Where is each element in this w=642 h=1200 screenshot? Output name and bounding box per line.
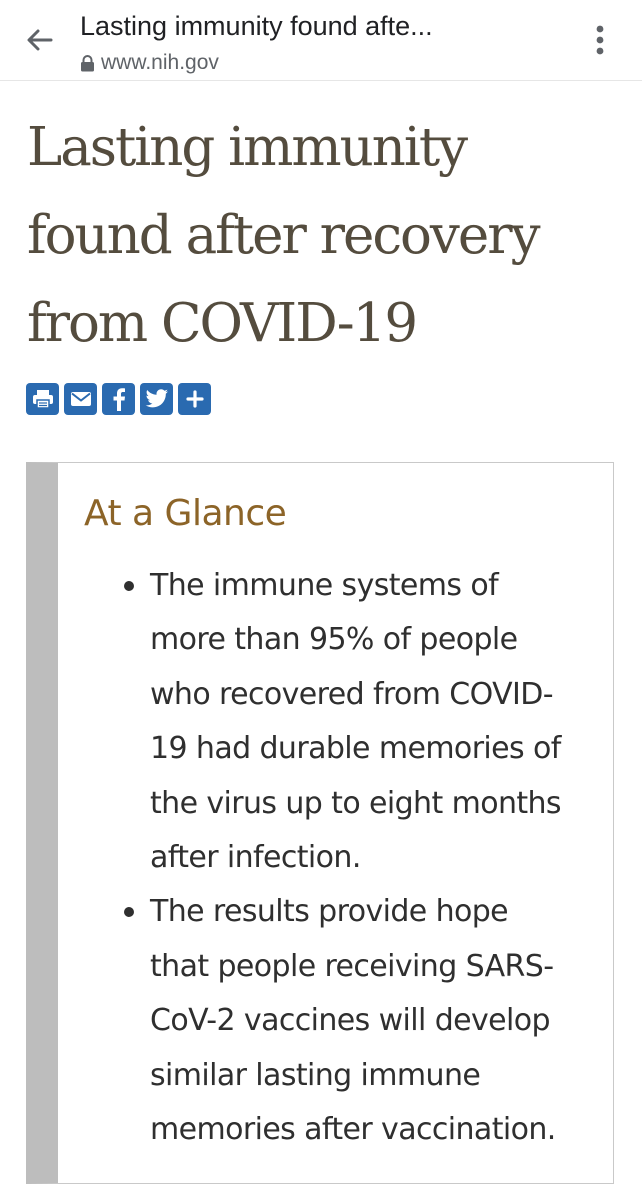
at-a-glance-heading: At a Glance	[84, 493, 287, 534]
list-item-line: memories after vaccination.	[150, 1112, 556, 1148]
print-button[interactable]	[26, 383, 59, 415]
article-title-line: from COVID-19	[27, 293, 418, 354]
list-item: The immune systems of more than 95% of p…	[124, 559, 610, 885]
article-title-line: found after recovery	[27, 205, 541, 266]
arrow-left-icon	[27, 29, 53, 51]
email-button[interactable]	[64, 383, 97, 415]
article-title-line: Lasting immunity	[27, 117, 468, 178]
back-button[interactable]	[22, 22, 58, 58]
list-item-line: similar lasting immune	[150, 1057, 481, 1093]
facebook-icon	[113, 388, 125, 411]
bullet-icon	[124, 907, 134, 918]
email-icon	[70, 392, 91, 406]
list-item-line: The results provide hope	[150, 894, 509, 930]
list-item-line: more than 95% of people	[150, 622, 518, 658]
at-a-glance-box: At a Glance The immune systems of more t…	[26, 462, 614, 1184]
list-item-line: The immune systems of	[150, 568, 499, 603]
list-item-line: 19 had durable memories of	[150, 731, 561, 767]
more-options-button[interactable]	[582, 20, 618, 60]
print-icon	[32, 390, 53, 409]
list-item-line: the virus up to eight months	[150, 785, 562, 821]
more-vertical-icon	[596, 25, 604, 55]
list-item-line: who recovered from COVID-	[150, 676, 554, 712]
page-tab-title: Lasting immunity found afte...	[80, 11, 433, 41]
twitter-button[interactable]	[140, 383, 173, 415]
plus-icon	[185, 390, 204, 408]
url-text: www.nih.gov	[101, 51, 219, 74]
browser-top-bar: Lasting immunity found afte... www.nih.g…	[0, 0, 642, 81]
more-share-button[interactable]	[178, 383, 211, 415]
twitter-icon	[145, 389, 168, 408]
bullet-icon	[124, 581, 134, 591]
share-toolbar	[26, 383, 211, 415]
list-item-line: after infection.	[150, 840, 361, 876]
facebook-button[interactable]	[102, 383, 135, 415]
list-item-line: that people receiving SARS-	[150, 948, 554, 984]
article-title: Lasting immunity found after recovery fr…	[27, 104, 627, 368]
url-bar[interactable]: www.nih.gov	[80, 50, 219, 76]
list-item: The results provide hope that people rec…	[124, 885, 610, 1157]
lock-icon	[81, 54, 94, 71]
list-item-line: CoV-2 vaccines will develop	[150, 1003, 551, 1039]
glance-list: The immune systems of more than 95% of p…	[124, 559, 610, 1157]
